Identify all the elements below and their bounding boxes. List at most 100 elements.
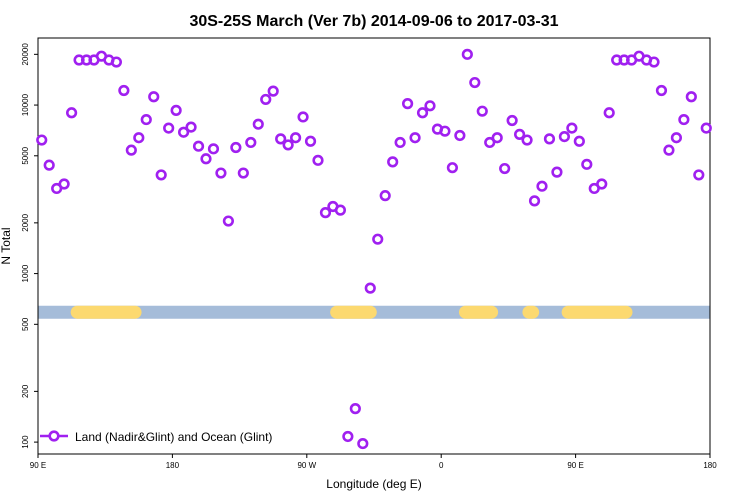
y-tick-label: 2000 [21,213,30,231]
data-point [290,132,302,144]
data-point [200,153,212,165]
data-point [581,158,593,170]
data-point [118,84,130,97]
data-point [491,132,503,144]
data-point [648,56,660,68]
data-point [506,114,518,127]
x-axis: 90 E 180 90 W 0 90 E 180 [30,454,717,470]
x-tick-label: 90 E [30,461,46,470]
data-point [454,129,466,142]
data-point [439,125,451,137]
data-point [170,104,182,116]
data-point [596,178,608,190]
legend: Land (Nadir&Glint) and Ocean (Glint) [40,430,272,444]
x-axis-label: Longitude (deg E) [326,477,421,491]
data-point [133,132,145,144]
data-point [409,132,421,144]
data-point [230,141,242,154]
data-point [528,195,541,207]
data-point [700,122,712,134]
data-point [469,76,481,89]
data-point [663,144,675,156]
data-point [237,167,249,179]
data-point [543,133,556,145]
legend-label: Land (Nadir&Glint) and Ocean (Glint) [75,430,272,444]
data-point [566,122,578,134]
data-point [36,134,48,146]
data-point [603,107,615,119]
y-axis-label: N Total [0,227,13,264]
data-point [387,156,399,168]
y-axis: 100 200 500 1000 2000 5000 10000 20000 [21,43,38,449]
y-tick-label: 100 [21,435,30,449]
data-point [304,135,317,147]
data-point [372,233,384,245]
data-point [245,136,257,149]
data-point [319,207,332,219]
data-point [65,107,78,119]
data-point [342,430,354,443]
data-point [461,48,473,60]
data-point [334,204,347,216]
data-point [222,215,234,227]
data-point [446,162,459,174]
data-point [499,162,511,175]
y-tick-label: 500 [21,317,30,331]
data-point [260,93,272,106]
data-point [163,122,175,134]
data-point [357,437,369,450]
data-point [282,139,294,151]
chart-title: 30S-25S March (Ver 7b) 2014-09-06 to 201… [189,13,558,30]
legend-swatch-marker [48,430,60,442]
data-point [275,133,287,145]
data-point [476,105,488,117]
data-point [192,140,205,152]
y-tick-label: 200 [21,384,30,398]
x-tick-label: 90 E [567,461,583,470]
data-point [148,91,160,103]
data-point [551,166,563,178]
data-point [364,282,376,294]
data-point [573,135,585,147]
data-point [513,128,526,140]
data-point [416,107,429,119]
data-point [155,169,167,181]
data-point [185,121,197,133]
data-point [43,159,55,171]
x-tick-label: 180 [703,461,717,470]
data-point [297,111,309,123]
data-point [655,84,668,97]
data-point [670,132,683,144]
series-points [36,48,712,450]
data-point [178,126,190,138]
data-point [125,144,137,156]
x-tick-label: 0 [439,461,444,470]
data-point [693,169,705,181]
data-point [312,154,324,166]
y-tick-label: 1000 [21,264,30,282]
data-point [58,178,70,190]
data-point [379,190,391,202]
data-point [349,403,361,415]
plot-frame [37,37,711,455]
data-point [536,180,548,192]
y-tick-label: 20000 [21,43,30,66]
data-point [402,98,414,110]
data-point [685,91,697,103]
x-tick-label: 180 [166,461,180,470]
data-point [207,143,220,155]
data-point [215,167,227,179]
x-tick-label: 90 W [297,461,316,470]
y-tick-label: 10000 [21,93,30,116]
data-point [678,113,690,126]
data-point [267,85,279,97]
data-point [140,113,152,126]
data-point [558,130,571,143]
data-point [394,136,406,149]
data-point [424,100,436,112]
data-point [252,118,264,130]
data-point [110,56,122,68]
y-tick-label: 5000 [21,146,30,164]
data-point [484,136,496,149]
